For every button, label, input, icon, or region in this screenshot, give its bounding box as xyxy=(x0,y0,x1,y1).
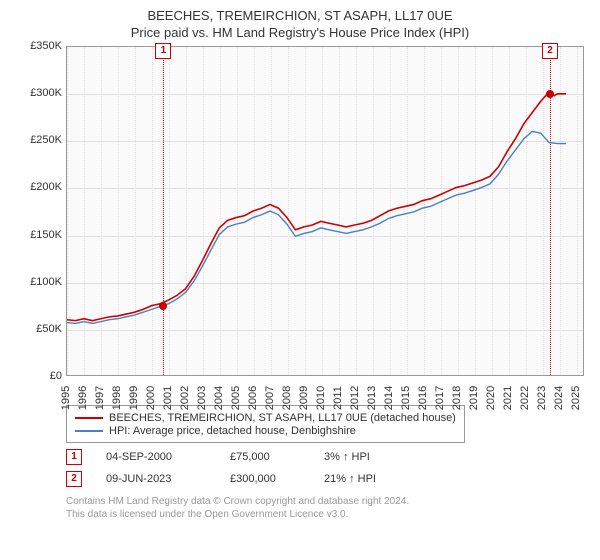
transaction-marker-box: 1 xyxy=(66,449,82,465)
x-axis-tick-label: 2016 xyxy=(417,386,429,410)
legend-item: BEECHES, TREMEIRCHION, ST ASAPH, LL17 0U… xyxy=(75,412,456,424)
x-axis-tick-label: 2013 xyxy=(366,386,378,410)
x-axis-tick-label: 2017 xyxy=(434,386,446,410)
transaction-date: 04-SEP-2000 xyxy=(106,451,206,463)
x-axis-tick-label: 2006 xyxy=(247,386,259,410)
x-axis-tick-label: 1995 xyxy=(60,386,72,410)
transaction-notes: 1 04-SEP-2000 £75,000 3% ↑ HPI 2 09-JUN-2023 £… xyxy=(66,449,590,487)
y-axis-tick-label: £150K xyxy=(24,229,62,241)
x-axis-tick-label: 2001 xyxy=(162,386,174,410)
legend-swatch xyxy=(75,430,103,432)
x-axis-tick-label: 1998 xyxy=(111,386,123,410)
x-axis-tick-label: 2010 xyxy=(315,386,327,410)
y-axis-tick-label: £0 xyxy=(24,370,62,382)
x-axis-tick-label: 2021 xyxy=(502,386,514,410)
x-axis-tick-label: 2004 xyxy=(213,386,225,410)
marker-vertical-line xyxy=(163,47,164,375)
y-axis-tick-label: £250K xyxy=(24,134,62,146)
x-axis-tick-label: 2005 xyxy=(230,386,242,410)
transaction-row: 2 09-JUN-2023 £300,000 21% ↑ HPI xyxy=(66,471,590,487)
legend-label: BEECHES, TREMEIRCHION, ST ASAPH, LL17 0U… xyxy=(109,412,456,424)
x-axis-tick-label: 2012 xyxy=(349,386,361,410)
series-line xyxy=(67,94,566,321)
x-axis-tick-label: 2007 xyxy=(264,386,276,410)
legend-swatch xyxy=(75,417,103,419)
arrow-up-icon: ↑ xyxy=(343,451,349,463)
legend-item: HPI: Average price, detached house, Denb… xyxy=(75,425,456,437)
x-axis-tick-label: 1997 xyxy=(94,386,106,410)
x-axis-tick-label: 2015 xyxy=(400,386,412,410)
x-axis-tick-label: 2023 xyxy=(536,386,548,410)
x-axis-tick-label: 2025 xyxy=(570,386,582,410)
x-axis-tick-label: 2019 xyxy=(468,386,480,410)
chart-subtitle: Price paid vs. HM Land Registry's House … xyxy=(10,25,590,40)
x-axis-tick-label: 2000 xyxy=(145,386,157,410)
footer-line-2: This data is licensed under the Open Gov… xyxy=(66,508,590,521)
arrow-up-icon: ↑ xyxy=(349,473,355,485)
transaction-hpi-delta: 3% ↑ HPI xyxy=(324,451,370,463)
transaction-row: 1 04-SEP-2000 £75,000 3% ↑ HPI xyxy=(66,449,590,465)
x-axis-tick-label: 2018 xyxy=(451,386,463,410)
legend-label: HPI: Average price, detached house, Denb… xyxy=(109,425,356,437)
transaction-price: £75,000 xyxy=(230,451,300,463)
marker-point xyxy=(159,302,167,310)
chart-title: BEECHES, TREMEIRCHION, ST ASAPH, LL17 0U… xyxy=(10,8,590,23)
transaction-date: 09-JUN-2023 xyxy=(106,473,206,485)
x-axis-tick-label: 1999 xyxy=(128,386,140,410)
y-axis-tick-label: £300K xyxy=(24,87,62,99)
x-axis-tick-label: 2009 xyxy=(298,386,310,410)
x-axis-tick-label: 2020 xyxy=(485,386,497,410)
chart-area: £0£50K£100K£150K£200K£250K£300K£350K 12 … xyxy=(24,46,584,401)
y-axis-tick-label: £50K xyxy=(24,323,62,335)
x-axis-tick-label: 2011 xyxy=(332,386,344,410)
footer-line-1: Contains HM Land Registry data © Crown c… xyxy=(66,495,590,508)
x-axis-tick-label: 2002 xyxy=(179,386,191,410)
y-axis-tick-label: £350K xyxy=(24,40,62,52)
x-axis-tick-label: 2024 xyxy=(553,386,565,410)
y-axis-tick-label: £200K xyxy=(24,181,62,193)
transaction-price: £300,000 xyxy=(230,473,300,485)
transaction-hpi-delta: 21% ↑ HPI xyxy=(324,473,376,485)
marker-label-box: 1 xyxy=(155,43,171,59)
x-axis-tick-label: 2008 xyxy=(281,386,293,410)
x-axis-tick-label: 2003 xyxy=(196,386,208,410)
y-axis-tick-label: £100K xyxy=(24,276,62,288)
chart-container: BEECHES, TREMEIRCHION, ST ASAPH, LL17 0U… xyxy=(0,0,600,560)
line-series-svg xyxy=(67,47,583,375)
marker-point xyxy=(546,90,554,98)
legend: BEECHES, TREMEIRCHION, ST ASAPH, LL17 0U… xyxy=(66,405,465,443)
footer-attribution: Contains HM Land Registry data © Crown c… xyxy=(66,495,590,521)
x-axis-tick-label: 2014 xyxy=(383,386,395,410)
x-axis-tick-label: 2022 xyxy=(519,386,531,410)
series-line xyxy=(67,131,566,323)
plot-region: 12 xyxy=(66,46,584,376)
x-axis-tick-label: 1996 xyxy=(77,386,89,410)
marker-label-box: 2 xyxy=(542,43,558,59)
transaction-marker-box: 2 xyxy=(66,471,82,487)
